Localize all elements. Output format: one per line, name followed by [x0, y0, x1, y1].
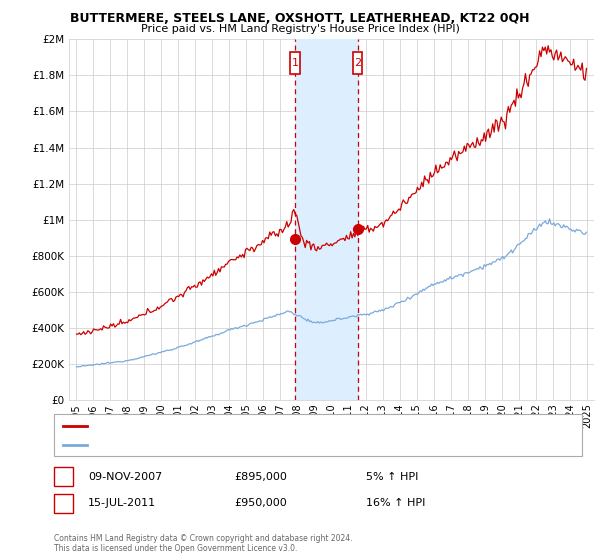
- Text: HPI: Average price, detached house, Elmbridge: HPI: Average price, detached house, Elmb…: [93, 440, 307, 449]
- Text: 16% ↑ HPI: 16% ↑ HPI: [366, 498, 425, 508]
- Text: BUTTERMERE, STEELS LANE, OXSHOTT, LEATHERHEAD, KT22 0QH: BUTTERMERE, STEELS LANE, OXSHOTT, LEATHE…: [70, 12, 530, 25]
- Text: 15-JUL-2011: 15-JUL-2011: [88, 498, 157, 508]
- Bar: [295, 39, 358, 400]
- Text: BUTTERMERE, STEELS LANE, OXSHOTT, LEATHERHEAD, KT22 0QH (detached house): BUTTERMERE, STEELS LANE, OXSHOTT, LEATHE…: [93, 422, 470, 431]
- Text: 09-NOV-2007: 09-NOV-2007: [88, 472, 163, 482]
- Text: 2: 2: [354, 58, 361, 68]
- Bar: [353, 52, 362, 73]
- Text: 5% ↑ HPI: 5% ↑ HPI: [366, 472, 418, 482]
- Text: Contains HM Land Registry data © Crown copyright and database right 2024.
This d: Contains HM Land Registry data © Crown c…: [54, 534, 353, 553]
- Text: £895,000: £895,000: [234, 472, 287, 482]
- Text: 1: 1: [292, 58, 299, 68]
- Bar: [290, 52, 300, 73]
- Text: Price paid vs. HM Land Registry's House Price Index (HPI): Price paid vs. HM Land Registry's House …: [140, 24, 460, 34]
- Text: £950,000: £950,000: [234, 498, 287, 508]
- Text: 2: 2: [60, 498, 67, 508]
- Text: 1: 1: [60, 472, 67, 482]
